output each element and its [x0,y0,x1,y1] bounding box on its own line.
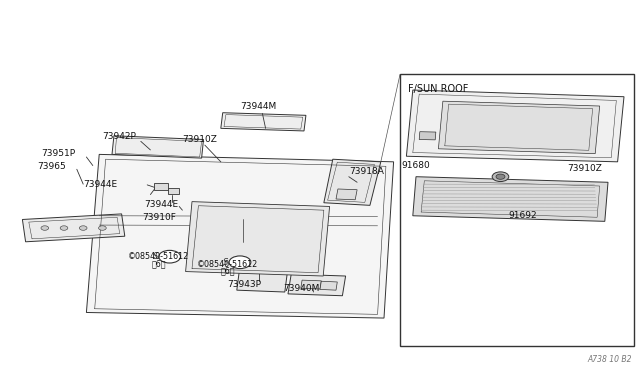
Polygon shape [320,281,337,290]
FancyBboxPatch shape [400,74,634,346]
Text: 73965: 73965 [37,162,66,171]
Circle shape [99,226,106,230]
Text: （6）: （6） [220,266,235,275]
Text: S: S [223,258,228,267]
Circle shape [159,250,180,263]
Bar [154,183,168,190]
Text: 73943P: 73943P [227,280,261,289]
Polygon shape [406,90,624,162]
Circle shape [79,226,87,230]
Polygon shape [22,214,125,242]
Polygon shape [438,101,600,154]
Text: 73910F: 73910F [142,213,176,222]
Text: S: S [153,252,158,261]
Circle shape [492,172,509,182]
Text: 73918A: 73918A [349,167,383,176]
Polygon shape [413,177,608,221]
Text: 73940M: 73940M [284,284,320,293]
Text: ©08540-51612: ©08540-51612 [196,260,258,269]
Text: 91692: 91692 [509,211,538,220]
Text: A738 10 B2: A738 10 B2 [588,355,632,364]
Polygon shape [112,136,204,158]
Text: F/SUN ROOF: F/SUN ROOF [408,84,468,93]
Polygon shape [336,189,357,200]
Polygon shape [324,159,381,205]
Polygon shape [237,270,287,292]
Circle shape [496,174,505,179]
Polygon shape [288,274,346,296]
Text: 73942P: 73942P [102,132,136,141]
Polygon shape [86,154,394,318]
Text: 91680: 91680 [401,161,430,170]
Text: 73951P: 73951P [42,149,76,158]
Circle shape [60,226,68,230]
Circle shape [41,226,49,230]
Text: 73910Z: 73910Z [568,164,602,173]
Bar [168,188,179,194]
Text: （6）: （6） [152,259,166,268]
Text: ©08540-51612: ©08540-51612 [128,252,189,261]
Polygon shape [419,132,436,140]
Circle shape [229,256,251,269]
Polygon shape [301,280,321,289]
Text: 73944M: 73944M [240,102,276,110]
Text: 73944E: 73944E [144,200,178,209]
Polygon shape [186,202,330,276]
Text: 73910Z: 73910Z [182,135,217,144]
Polygon shape [221,113,306,131]
Text: 73944E: 73944E [83,180,117,189]
